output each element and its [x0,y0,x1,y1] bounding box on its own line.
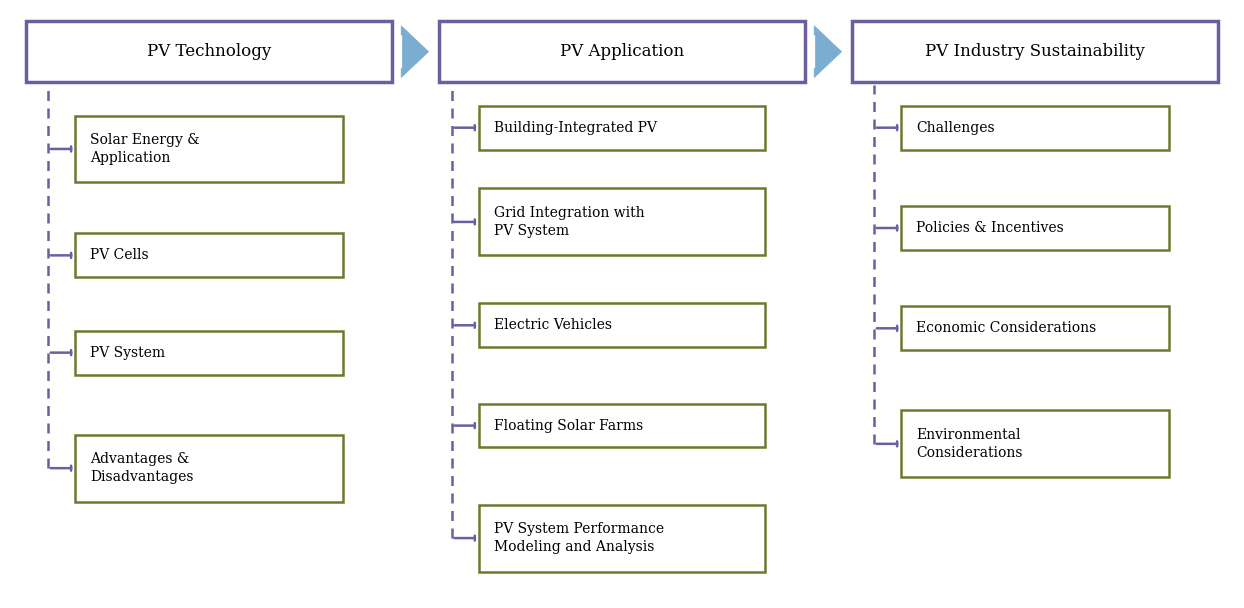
Bar [76,116,343,182]
Polygon shape [814,26,841,78]
Text: PV Technology: PV Technology [147,43,271,60]
Text: PV Cells: PV Cells [91,248,149,263]
Bar [901,206,1168,250]
Bar [479,505,765,572]
Text: Environmental
Considerations: Environmental Considerations [916,427,1023,460]
Bar [851,21,1219,82]
Text: PV Industry Sustainability: PV Industry Sustainability [926,43,1144,60]
Bar [76,331,343,375]
Polygon shape [401,26,428,78]
Text: Building-Integrated PV: Building-Integrated PV [494,120,657,135]
Text: Grid Integration with
PV System: Grid Integration with PV System [494,206,644,238]
Bar [76,435,343,502]
Text: Policies & Incentives: Policies & Incentives [916,221,1064,235]
Bar [901,306,1168,350]
Text: PV System Performance
Modeling and Analysis: PV System Performance Modeling and Analy… [494,522,664,554]
Text: PV Application: PV Application [560,43,684,60]
Text: Economic Considerations: Economic Considerations [916,321,1096,336]
Text: Solar Energy &
Application: Solar Energy & Application [91,133,200,165]
Bar [26,21,392,82]
Bar [479,303,765,347]
Bar [479,404,765,447]
Text: PV System: PV System [91,345,165,360]
Text: Challenges: Challenges [916,120,995,135]
Bar [479,106,765,150]
Bar [901,410,1168,477]
Bar [479,188,765,255]
Text: Advantages &
Disadvantages: Advantages & Disadvantages [91,452,194,485]
Text: Electric Vehicles: Electric Vehicles [494,318,612,333]
Bar [901,106,1168,150]
Text: Floating Solar Farms: Floating Solar Farms [494,418,643,433]
Bar [76,233,343,277]
Bar [439,21,806,82]
